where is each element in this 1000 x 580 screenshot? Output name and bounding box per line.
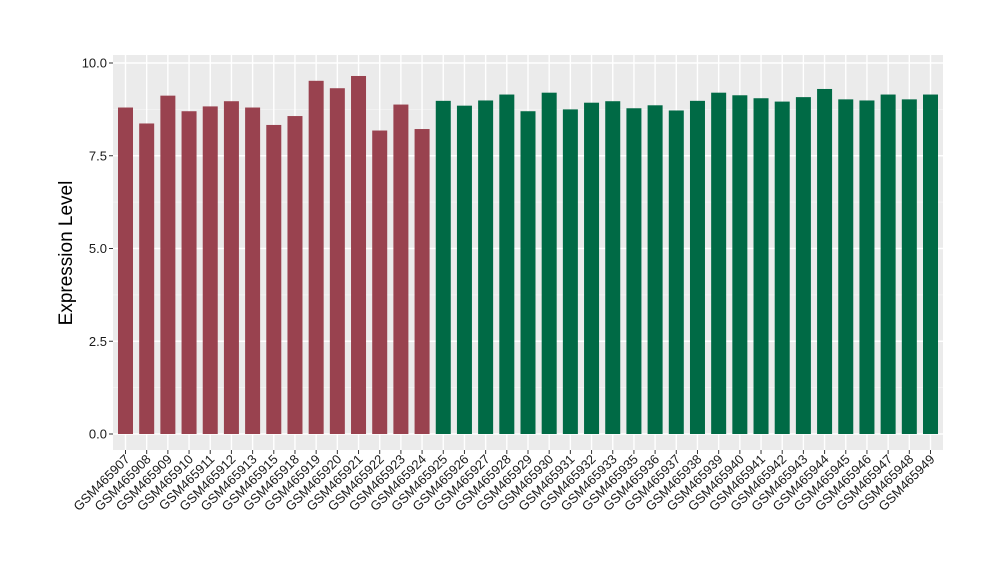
bar-GSM465943 xyxy=(795,97,811,434)
bar-GSM465933 xyxy=(605,101,621,434)
bar-GSM465930 xyxy=(541,92,557,435)
bar-GSM465920 xyxy=(329,88,345,434)
bar-GSM465912 xyxy=(223,101,239,434)
bars xyxy=(118,75,938,435)
bar-GSM465931 xyxy=(562,109,578,434)
bar-GSM465926 xyxy=(456,105,472,434)
bar-GSM465923 xyxy=(393,104,409,434)
bar-GSM465935 xyxy=(626,108,642,435)
bar-GSM465913 xyxy=(245,107,261,435)
bar-GSM465936 xyxy=(647,105,663,434)
y-tick-label: 10.0 xyxy=(82,56,107,71)
bar-GSM465938 xyxy=(689,100,705,434)
bar-GSM465919 xyxy=(308,80,324,435)
bar-GSM465924 xyxy=(414,129,430,434)
y-tick-label: 2.5 xyxy=(89,334,107,349)
y-tick-label: 0.0 xyxy=(89,427,107,442)
bar-GSM465947 xyxy=(880,94,896,434)
bar-GSM465942 xyxy=(774,101,790,435)
bar-GSM465909 xyxy=(160,95,176,434)
bar-GSM465907 xyxy=(118,107,133,435)
bar-GSM465939 xyxy=(711,92,727,435)
bar-GSM465929 xyxy=(520,111,536,434)
bar-GSM465927 xyxy=(478,100,494,434)
y-tick-label: 5.0 xyxy=(89,241,107,256)
bar-GSM465949 xyxy=(923,94,938,434)
bar-GSM465908 xyxy=(139,123,155,435)
bar-GSM465925 xyxy=(435,100,451,434)
bar-GSM465948 xyxy=(901,99,917,434)
bar-GSM465921 xyxy=(351,75,367,435)
bar-GSM465911 xyxy=(202,106,218,435)
bar-GSM465915 xyxy=(266,124,282,434)
bar-GSM465941 xyxy=(753,98,769,435)
bar-GSM465945 xyxy=(838,99,854,434)
bar-GSM465928 xyxy=(499,94,515,434)
bar-GSM465946 xyxy=(859,100,875,434)
bar-GSM465944 xyxy=(817,88,833,434)
bar-GSM465922 xyxy=(372,130,388,434)
y-tick-label: 7.5 xyxy=(89,148,107,163)
bar-GSM465918 xyxy=(287,116,303,434)
bar-GSM465932 xyxy=(584,102,600,435)
x-axis: GSM465907GSM465908GSM465909GSM465910GSM4… xyxy=(70,450,938,514)
bar-GSM465940 xyxy=(732,95,748,434)
bar-GSM465937 xyxy=(668,110,684,434)
y-axis: 0.0 2.5 5.0 7.5 10.0 xyxy=(82,56,113,442)
y-axis-title: Expression Level xyxy=(56,181,77,326)
bar-GSM465910 xyxy=(181,111,197,434)
